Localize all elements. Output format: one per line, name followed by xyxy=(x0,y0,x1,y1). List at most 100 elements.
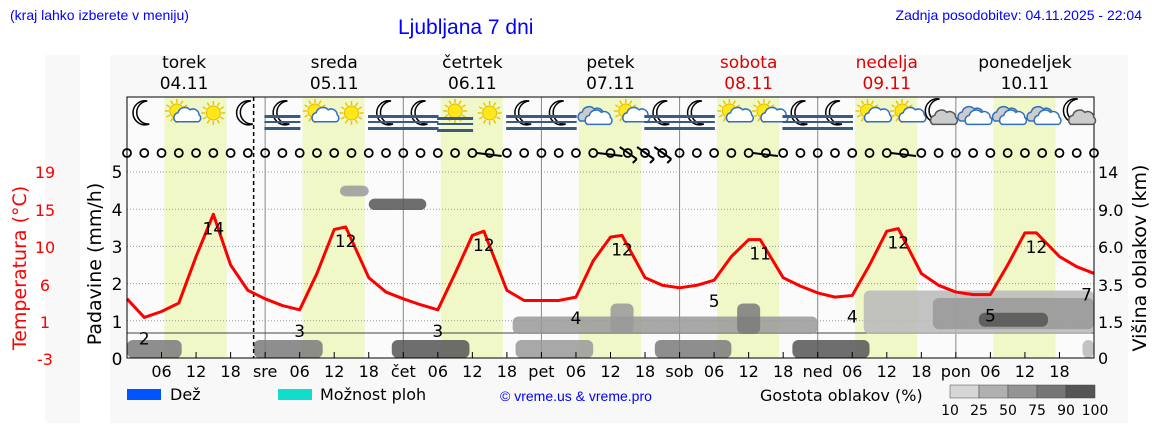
wind-calm-icon xyxy=(191,148,201,158)
temperature-tick: 10 xyxy=(35,238,55,257)
x-tick-label: 06 xyxy=(151,362,171,381)
precip-tick: 4 xyxy=(112,201,123,221)
wind-calm-icon xyxy=(536,148,547,158)
cloud-shape xyxy=(725,106,754,123)
wind-calm-icon xyxy=(363,148,374,158)
sun-ray xyxy=(895,117,899,122)
sun-ray xyxy=(478,106,484,110)
density-step-label: 10 xyxy=(941,403,959,419)
sun-ray xyxy=(318,100,322,105)
sun-ray xyxy=(166,114,171,118)
sun-cloud-icon xyxy=(164,99,202,123)
sun-ray xyxy=(482,119,487,124)
temperature-label: 4 xyxy=(847,307,858,327)
density-step-label: 75 xyxy=(1028,403,1046,419)
wind-calm-icon xyxy=(743,148,754,158)
fog-line xyxy=(506,121,543,123)
x-tick-label: 12 xyxy=(738,362,758,381)
moon-shape xyxy=(235,100,254,126)
temperature-label: 5 xyxy=(709,292,720,312)
sun-ray xyxy=(895,100,899,105)
wind-calm-icon xyxy=(260,148,271,158)
sun-cloud-icon xyxy=(302,99,340,123)
moon-cloud-icon xyxy=(1062,98,1097,126)
sun-ray xyxy=(619,100,623,105)
copyright-link[interactable]: © vreme.us & vreme.pro xyxy=(500,388,652,404)
temperature-label: 14 xyxy=(203,219,225,239)
fog-line xyxy=(782,127,819,130)
cloud-shape xyxy=(1067,109,1097,126)
cloud-shape xyxy=(311,106,340,123)
wind-calm-icon xyxy=(899,148,909,158)
location-hint[interactable]: (kraj lahko izberete v meniju) xyxy=(10,7,189,23)
x-tick-label: ned xyxy=(803,362,833,381)
x-tick-label: 12 xyxy=(186,362,206,381)
wind-barb-icon xyxy=(597,152,623,157)
moon-shape xyxy=(376,100,394,126)
wind-barb-icon xyxy=(890,152,917,157)
cloud-patch xyxy=(512,316,818,334)
sun-ray xyxy=(767,100,771,105)
sun-ray xyxy=(321,104,326,108)
cloud-patch xyxy=(978,312,1048,327)
sun-ray xyxy=(344,102,349,107)
day-date: 05.11 xyxy=(310,74,359,94)
x-tick-label: 06 xyxy=(428,362,448,381)
moon-shape xyxy=(410,100,428,126)
cloud-patch xyxy=(253,340,323,358)
fog-line xyxy=(540,127,577,130)
sun-ray xyxy=(166,104,171,108)
day-date: 09.11 xyxy=(862,74,911,94)
moon-shape xyxy=(686,100,705,126)
sun-ray xyxy=(202,106,207,110)
wind-calm-icon xyxy=(881,148,892,158)
sun-ray xyxy=(496,106,501,110)
wind-calm-icon xyxy=(122,148,132,158)
day-name: nedelja xyxy=(856,53,918,73)
left-panel xyxy=(45,55,80,423)
day-date: 04.11 xyxy=(160,74,209,94)
temperature-label: 12 xyxy=(611,240,633,260)
temperature-label: 12 xyxy=(887,234,909,254)
sun-ray xyxy=(219,116,225,120)
sun-ray xyxy=(183,104,188,108)
sun-ray xyxy=(358,116,363,120)
sun-ray xyxy=(757,100,761,105)
cloud-height-tick: 3.5 xyxy=(1098,276,1123,295)
wind-calm-icon xyxy=(156,148,167,158)
sun-ray xyxy=(340,116,345,120)
daylight-band xyxy=(302,97,365,358)
density-step-label: 25 xyxy=(970,403,988,419)
fog-line xyxy=(264,127,301,130)
sun-ray xyxy=(753,114,758,118)
sun-ray xyxy=(216,102,220,107)
fog-line xyxy=(368,115,405,118)
wind-calm-icon xyxy=(1020,148,1030,158)
showers-swatch xyxy=(278,389,312,400)
cloud-shape xyxy=(584,109,613,126)
cloud-shape xyxy=(1033,109,1062,126)
x-tick-label: 18 xyxy=(773,362,793,381)
moon-shape xyxy=(272,100,290,126)
fog-moon-icon xyxy=(506,100,543,130)
fog-line xyxy=(678,121,715,123)
fog-line xyxy=(402,121,439,123)
sun-ray xyxy=(856,104,861,108)
fog-moon-icon xyxy=(540,100,577,130)
fog-moon-icon xyxy=(368,100,405,130)
sun-ray xyxy=(170,117,174,122)
wind-calm-icon xyxy=(553,148,564,158)
precip-tick: 2 xyxy=(112,275,123,295)
wind-calm-icon xyxy=(605,148,616,158)
day-date: 10.11 xyxy=(1001,74,1050,94)
wind-calm-icon xyxy=(415,148,426,158)
fog-line xyxy=(437,123,474,125)
sun-ray xyxy=(735,104,741,108)
density-step-label: 100 xyxy=(1082,403,1109,419)
sun-ray xyxy=(770,104,775,108)
sun-ray xyxy=(358,106,363,110)
sun-ray xyxy=(340,106,345,110)
wind-calm-icon xyxy=(622,148,633,158)
showers-legend-label: Možnost ploh xyxy=(320,385,426,404)
x-tick-label: 18 xyxy=(635,362,655,381)
